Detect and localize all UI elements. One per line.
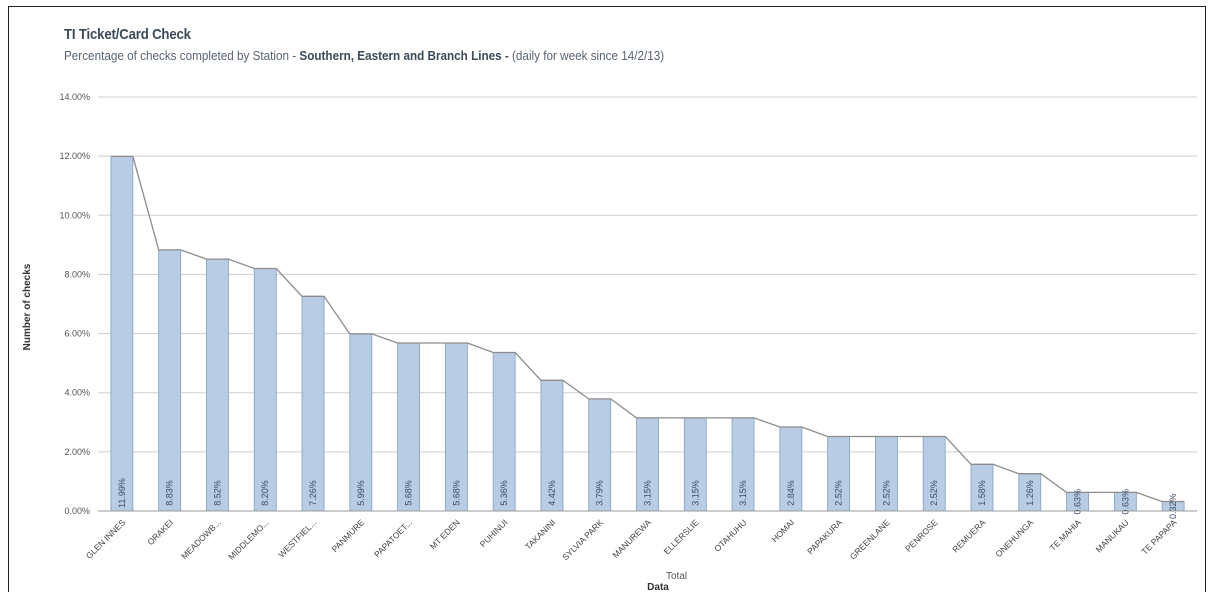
x-tick-label: PENROSE [903,517,940,554]
x-tick-label: PUHINUI [478,517,510,549]
data-label: 2.52% [929,480,939,506]
y-axis-ticks: 0.00% 2.00% 4.00% 6.00% 8.00% 10.00% 12.00% 14.… [59,92,90,516]
subtitle-text: Percentage of checks completed by Statio… [64,48,300,63]
bars [110,156,1185,512]
x-tick-label: MEADOWB... [179,517,223,561]
data-label: 4.42% [547,480,557,506]
data-label: 8.20% [260,480,270,506]
x-tick-label: WESTFIEL... [276,517,318,559]
y-tick-label: 4.00% [64,388,90,398]
x-tick-label: ONEHUNGA [993,517,1035,559]
data-label: 5.68% [451,480,461,506]
bar [301,295,325,512]
data-label: 8.52% [212,480,222,506]
data-labels: 11.99% 8.83% 8.52% 8.20% 7.26% 5.99% 5.68% 5.68… [117,478,1178,519]
x-tick-label: MANUREWA [610,517,653,560]
data-label: 0.32% [1168,494,1178,520]
x-tick-label: PANMURE [330,517,367,554]
data-label: 2.84% [786,480,796,506]
x-tick-label: HOMAI [769,517,796,544]
x-axis-label: Data [647,582,669,593]
x-tick-label: SYLVIA PARK [560,517,605,562]
data-label: 5.36% [499,480,509,506]
bar [110,156,134,512]
gridlines [98,96,1197,453]
data-label: 3.15% [690,480,700,506]
data-label: 8.83% [165,480,175,506]
x-tick-label: GLEN INNES [84,517,128,561]
y-tick-label: 10.00% [59,210,90,220]
trend-line [110,155,1185,503]
y-tick-label: 14.00% [59,92,90,102]
x-tick-label: MT EDEN [428,517,462,551]
subtitle-suffix-text: (daily for week since 14/2/13) [508,48,665,63]
data-label: 3.15% [643,480,653,506]
x-tick-label: MANUKAU [1094,517,1131,554]
x-tick-label: REMUERA [950,517,987,554]
chart-frame [8,6,1206,592]
data-label: 3.15% [738,480,748,506]
bar [253,268,277,512]
x-tick-label: TE PAPAPA [1139,517,1178,556]
data-label: 5.99% [356,480,366,506]
y-tick-label: 0.00% [64,506,90,516]
data-label: 2.52% [881,480,891,506]
bar [206,258,229,512]
data-label: 2.52% [834,480,844,506]
x-tick-label: TAKANINI [523,517,557,551]
x-tick-label: TE MAHIA [1047,517,1083,553]
y-tick-label: 6.00% [64,329,90,339]
y-tick-label: 2.00% [64,447,90,457]
x-tick-label: MIDDLEMO... [226,517,270,561]
data-label: 0.63% [1120,489,1130,515]
chart-subtitle: Percentage of checks completed by Statio… [64,48,664,63]
data-label: 11.99% [117,478,127,508]
legend-label: Total [666,571,687,582]
data-label: 1.58% [977,480,987,506]
chart-title: TI Ticket/Card Check [64,26,191,43]
x-axis-ticks: GLEN INNES ORAKEI MEADOWB... MIDDLEMO... WES… [84,517,1179,562]
x-tick-label: OTAHUHU [712,517,748,553]
y-tick-label: 8.00% [64,269,90,279]
data-label: 1.26% [1025,480,1035,506]
data-label: 5.68% [404,480,414,506]
x-tick-label: ORAKEI [145,517,175,547]
x-tick-label: PAPAKURA [805,517,844,556]
data-label: 7.26% [308,480,318,506]
data-label: 3.79% [595,480,605,506]
subtitle-bold-text: Southern, Eastern and Branch Lines - [299,48,509,63]
x-tick-label: PAPATOET... [372,517,414,559]
x-tick-label: GREENLANE [848,517,892,561]
y-axis-label: Number of checks [22,263,33,350]
y-tick-label: 12.00% [59,151,90,161]
bar [158,249,182,512]
x-tick-label: ELLERSLIE [662,517,701,556]
data-label: 0.63% [1073,489,1083,515]
